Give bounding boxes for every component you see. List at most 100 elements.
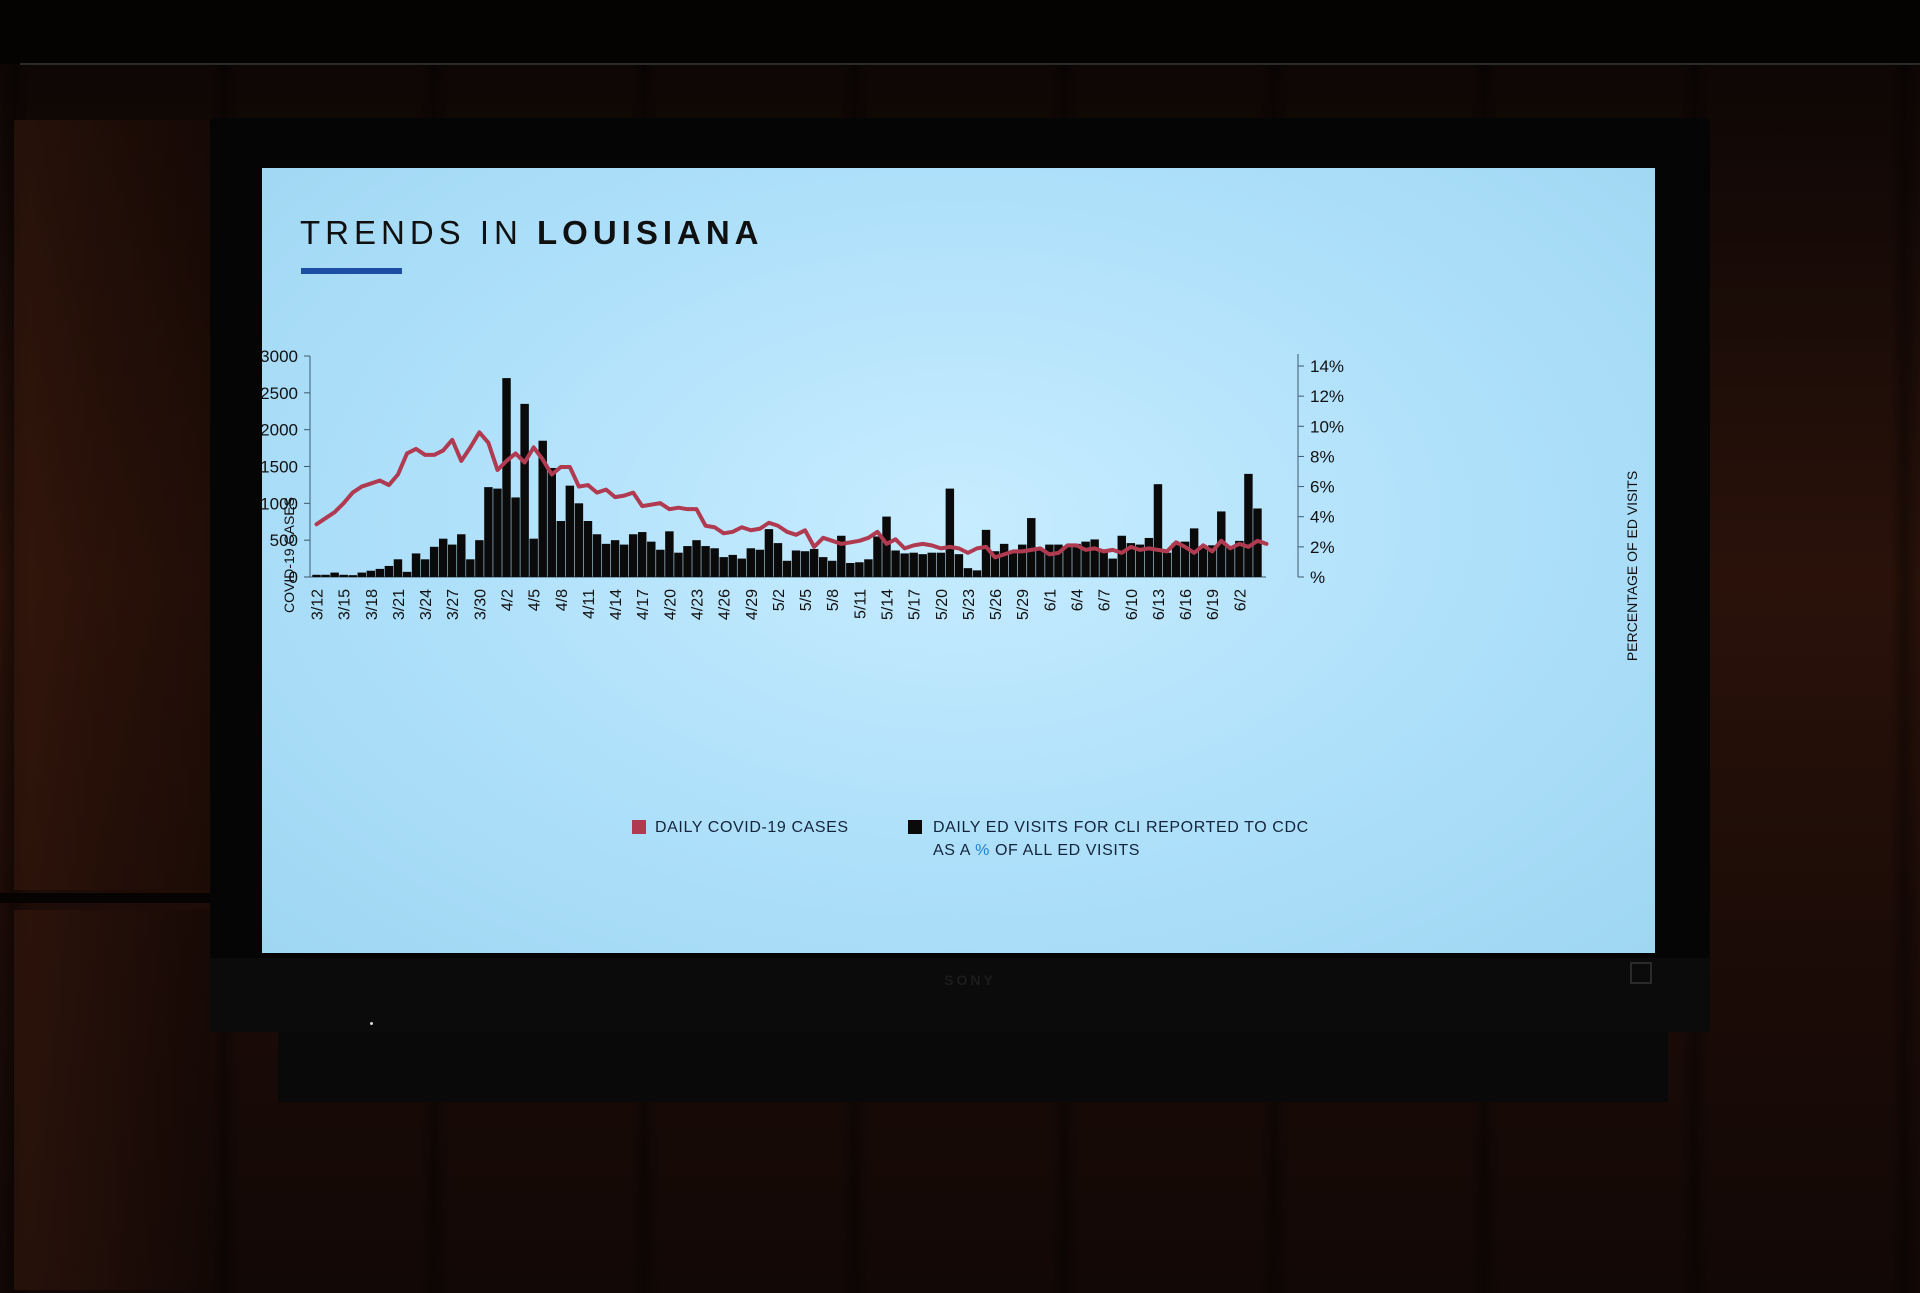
ed-bar	[737, 558, 746, 577]
left-tick-label: 2500	[262, 384, 298, 403]
x-tick-label: 5/23	[961, 589, 978, 620]
ed-bar	[411, 553, 421, 577]
x-tick-label: 5/2	[771, 589, 788, 611]
ed-bar	[1162, 552, 1172, 577]
ed-bar	[592, 534, 602, 577]
wall-seam	[0, 893, 215, 903]
ed-bar	[837, 535, 846, 577]
x-tick-label: 3/12	[310, 589, 327, 620]
legend-label-ed-suffix: OF ALL ED VISITS	[990, 842, 1140, 859]
ed-bar	[773, 543, 783, 577]
ed-bar	[484, 487, 493, 577]
ed-bar	[348, 575, 357, 577]
x-tick-label: 3/21	[391, 589, 408, 620]
legend-label-ed-pct: %	[975, 842, 990, 859]
ed-bar	[1144, 537, 1154, 577]
ed-bar	[1072, 543, 1081, 577]
ed-bar	[1036, 550, 1045, 577]
ed-bar	[312, 574, 321, 577]
title-underline	[301, 268, 402, 274]
x-tick-label: 4/17	[635, 589, 652, 620]
x-tick-label: 6/1	[1042, 589, 1059, 611]
legend-swatch-ed	[908, 820, 922, 834]
left-tick-label: 1000	[262, 494, 298, 513]
ed-bar	[882, 516, 891, 577]
left-tick-label: 3000	[262, 347, 298, 366]
ed-bar	[375, 568, 385, 577]
ed-bar	[981, 529, 991, 577]
x-tick-label: 6/19	[1205, 589, 1222, 620]
x-tick-label: 3/30	[472, 589, 489, 620]
left-tick-label: 0	[289, 568, 298, 587]
tv-screen: TRENDS IN LOUISIANA 0 500 1000 1500 2000 2500…	[262, 168, 1655, 953]
ed-bar	[1099, 551, 1108, 577]
x-tick-label: 5/5	[798, 589, 815, 611]
ed-bar	[683, 546, 692, 577]
ed-bar	[1108, 558, 1117, 577]
x-tick-label: 4/14	[608, 589, 625, 620]
x-tick-label: 4/2	[500, 589, 517, 611]
ed-bar	[936, 552, 946, 577]
ed-bar	[945, 488, 955, 577]
ed-bar	[972, 570, 982, 577]
x-tick-label: 6/4	[1070, 589, 1087, 611]
x-tick-label: 5/29	[1015, 589, 1032, 620]
ed-bar	[547, 467, 556, 577]
ed-bar	[1081, 541, 1090, 577]
ed-bar	[1117, 535, 1126, 577]
ed-bar	[746, 548, 756, 577]
ed-bar	[1027, 518, 1036, 577]
left-tick-label: 2000	[262, 421, 298, 440]
ed-bar	[728, 554, 737, 577]
x-tick-label: 3/18	[364, 589, 381, 620]
ed-bar	[1198, 547, 1208, 577]
ed-bar	[1208, 545, 1217, 577]
x-tick-label: 4/26	[717, 589, 734, 620]
ed-bar	[502, 378, 511, 577]
ed-bar	[1063, 546, 1072, 577]
ed-bar	[1018, 544, 1027, 577]
ed-bar	[791, 550, 801, 577]
title-bold: LOUISIANA	[537, 214, 764, 251]
power-led-icon	[370, 1022, 373, 1025]
ed-bar	[457, 534, 466, 577]
ed-bar	[927, 552, 936, 577]
ed-bar	[420, 559, 430, 577]
ed-bar	[701, 546, 710, 577]
x-tick-label: 3/24	[418, 589, 435, 620]
ed-bar	[1235, 540, 1244, 577]
tv-brand-logo: SONY	[944, 972, 996, 988]
ed-bar	[999, 543, 1009, 577]
ed-bar	[809, 549, 819, 577]
right-tick-label: 2%	[1310, 538, 1335, 557]
x-tick-label: 3/27	[445, 589, 462, 620]
ed-bar	[1217, 511, 1226, 577]
ed-bar	[1008, 551, 1018, 577]
ceiling-shelf	[0, 0, 1920, 64]
ed-bar	[556, 521, 566, 577]
ed-bar	[448, 544, 457, 577]
ed-bar	[864, 559, 873, 577]
ed-bar	[665, 531, 674, 577]
ed-bar	[1180, 541, 1190, 577]
ed-bar	[402, 571, 412, 577]
ed-bar	[755, 549, 765, 577]
ed-bar	[647, 541, 656, 577]
ed-bar	[800, 551, 810, 577]
ed-bar	[610, 540, 620, 577]
sensor-icon	[1630, 962, 1652, 984]
x-tick-label: 4/11	[581, 589, 598, 619]
ed-bar	[954, 554, 964, 577]
ed-bar	[583, 521, 593, 577]
right-axis-label: PERCENTAGE OF ED VISITS	[1624, 471, 1640, 661]
trends-chart: 0 500 1000 1500 2000 2500 3000% 2% 4% 6% 8% 10% 12% 1…	[262, 347, 1640, 859]
cases-line	[314, 430, 1269, 560]
x-tick-label: 6/7	[1097, 589, 1114, 611]
ed-bar	[574, 503, 584, 577]
legend-label-ed-line2: AS A % OF ALL ED VISITS	[933, 842, 1140, 859]
x-tick-label: 5/8	[825, 589, 842, 611]
right-tick-label: 6%	[1310, 478, 1335, 497]
ed-bar	[1090, 539, 1099, 577]
ed-bar	[900, 553, 909, 577]
ed-bar	[818, 557, 828, 577]
